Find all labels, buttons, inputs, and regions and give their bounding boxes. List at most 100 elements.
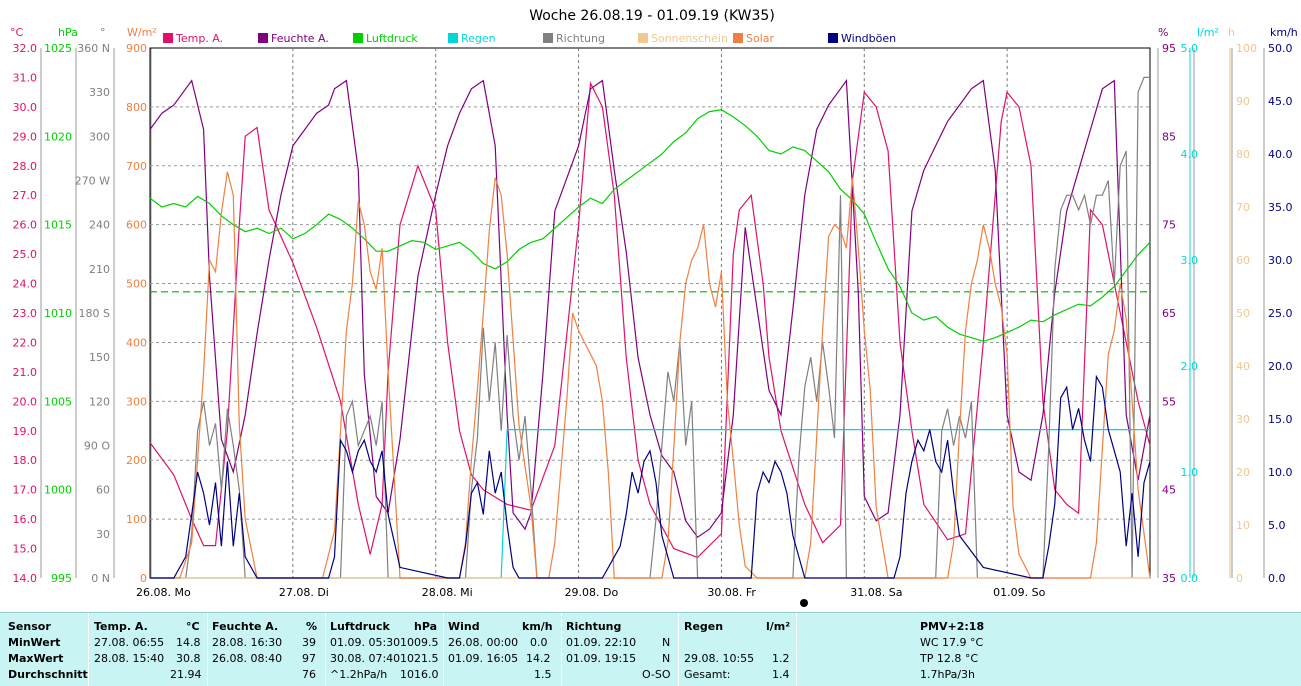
humidity-unit-label: %: [1158, 26, 1168, 39]
wind-tick-label: 20.0: [1268, 360, 1293, 373]
rain-tick-label: 3.0: [1181, 254, 1199, 267]
sunshine-tick-label: 10: [1236, 519, 1250, 532]
direction-tick-label: 180 S: [79, 307, 110, 320]
chart-title: Woche 26.08.19 - 01.09.19 (KW35): [529, 8, 775, 24]
legend-swatch: [543, 33, 553, 43]
temp-tick-label: 17.0: [13, 484, 38, 497]
day-label: 28.08. Mi: [422, 586, 473, 599]
pressure-unit-label: hPa: [58, 26, 78, 39]
temp-tick-label: 18.0: [13, 454, 38, 467]
humidity-tick-label: 85: [1162, 130, 1176, 143]
wind-unit-label: km/h: [1270, 26, 1298, 39]
temp-tick-label: 28.0: [13, 160, 38, 173]
legend-label: Richtung: [556, 32, 605, 45]
humidity-tick-label: 65: [1162, 307, 1176, 320]
legend-swatch: [258, 33, 268, 43]
day-label: 29.08. Do: [565, 586, 619, 599]
humidity-tick-label: 75: [1162, 219, 1176, 232]
temp-unit-label: °C: [10, 26, 24, 39]
rain-max-time: 29.08. 10:55: [684, 652, 755, 665]
temp-tick-label: 32.0: [13, 42, 38, 55]
temp-tick-label: 19.0: [13, 425, 38, 438]
series-temp-a-: [149, 81, 1151, 559]
legend-swatch: [828, 33, 838, 43]
legend-swatch: [638, 33, 648, 43]
legend-label: Temp. A.: [175, 32, 223, 45]
solar-tick-label: 200: [126, 454, 147, 467]
temp-tick-label: 26.0: [13, 219, 38, 232]
humidity-tick-label: 55: [1162, 395, 1176, 408]
sunshine-tick-label: 70: [1236, 201, 1250, 214]
header-pmv: PMV+2:18: [920, 620, 985, 633]
pressure-tick-label: 1025: [44, 42, 72, 55]
hum-max-value: 97: [302, 652, 316, 665]
humidity-tick-label: 35: [1162, 572, 1176, 585]
wind-max-value: 14.2: [526, 652, 551, 665]
series-feuchte-a-: [149, 78, 1151, 539]
grid: [149, 47, 1151, 579]
hum-avg-value: 76: [302, 668, 316, 681]
temp-tick-label: 23.0: [13, 307, 38, 320]
temp-tick-label: 21.0: [13, 366, 38, 379]
wind-tick-label: 25.0: [1268, 307, 1293, 320]
solar-tick-label: 800: [126, 101, 147, 114]
pressure-tick-label: 995: [51, 572, 72, 585]
legend-swatch: [353, 33, 363, 43]
pressure-tick-label: 1010: [44, 307, 72, 320]
temp-tick-label: 27.0: [13, 189, 38, 202]
wind-tick-label: 45.0: [1268, 95, 1293, 108]
pressure-tick-label: 1020: [44, 130, 72, 143]
sunshine-tick-label: 80: [1236, 148, 1250, 161]
position-marker-icon: [800, 599, 808, 607]
header-temp-unit: °C: [186, 620, 200, 633]
humidity-tick-label: 45: [1162, 484, 1176, 497]
sunshine-tick-label: 20: [1236, 466, 1250, 479]
temp-tick-label: 24.0: [13, 278, 38, 291]
direction-tick-label: 360 N: [77, 42, 110, 55]
solar-tick-label: 0: [140, 572, 147, 585]
dir-max-time: 01.09. 19:15: [566, 652, 637, 665]
wind-avg-value: 1.5: [534, 668, 552, 681]
direction-tick-label: 60: [96, 484, 110, 497]
rain-tick-label: 1.0: [1181, 466, 1199, 479]
solar-tick-label: 700: [126, 160, 147, 173]
dir-max-value: N: [662, 652, 671, 665]
legend-label: Feuchte A.: [271, 32, 329, 45]
header-sensor: Sensor: [8, 620, 51, 633]
wind-min-time: 26.08. 00:00: [448, 636, 519, 649]
sunshine-tick-label: 90: [1236, 95, 1250, 108]
press-min-time: 01.09. 05:30: [330, 636, 401, 649]
direction-tick-label: 0 N: [91, 572, 110, 585]
series-lines: [149, 76, 1151, 579]
header-pressure: Luftdruck: [330, 620, 390, 633]
rain-tick-label: 2.0: [1181, 360, 1199, 373]
press-trend: ^1.2hPa/h: [330, 668, 388, 681]
solar-unit-label: W/m²: [127, 26, 157, 39]
wind-max-time: 01.09. 16:05: [448, 652, 519, 665]
day-label: 27.08. Di: [279, 586, 329, 599]
solar-tick-label: 600: [126, 219, 147, 232]
direction-tick-label: 150: [89, 351, 110, 364]
direction-tick-label: 210: [89, 263, 110, 276]
header-humidity: Feuchte A.: [212, 620, 279, 633]
day-label: 01.09. So: [993, 586, 1045, 599]
wind-tick-label: 40.0: [1268, 148, 1293, 161]
rain-total-value: 1.4: [772, 668, 790, 681]
hum-min-value: 39: [302, 636, 316, 649]
header-temp: Temp. A.: [94, 620, 148, 633]
press-max-value: 1021.5: [400, 652, 439, 665]
direction-tick-label: 90 O: [84, 440, 110, 453]
sunshine-tick-label: 0: [1236, 572, 1243, 585]
press-avg-value: 1016.0: [400, 668, 439, 681]
series-solar: [150, 171, 1151, 579]
humidity-tick-label: 95: [1162, 42, 1176, 55]
row-label-min: MinWert: [8, 636, 61, 649]
sunshine-tick-label: 60: [1236, 254, 1250, 267]
temp-tick-label: 14.0: [13, 572, 38, 585]
direction-tick-label: 270 W: [75, 175, 110, 188]
chart-legend: Temp. A. Feuchte A. Luftdruck Regen Richtung…: [163, 32, 896, 45]
wind-tick-label: 15.0: [1268, 413, 1293, 426]
wind-tick-label: 5.0: [1268, 519, 1286, 532]
header-rain: Regen: [684, 620, 724, 633]
header-wind: Wind: [448, 620, 480, 633]
